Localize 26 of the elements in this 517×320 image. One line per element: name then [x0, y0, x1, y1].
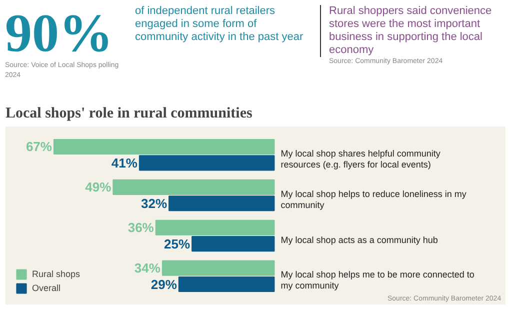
bar [112, 179, 275, 195]
bar [53, 138, 275, 155]
data-label: 67% [26, 139, 52, 154]
y-tick-label: My local shop helps me to be more connected to my community [280, 270, 474, 291]
y-tick-label: My local shop helps to reduce loneliness in my community [280, 188, 467, 210]
text: Rural shoppers said convenience stores were the most important business in supporting the local economy [320, 5, 517, 57]
data-label: 25% [164, 236, 190, 252]
bar [178, 276, 275, 292]
legend-label: Rural shops [32, 269, 80, 279]
text: 90% [5, 3, 113, 63]
data-label: 34% [134, 260, 161, 276]
bar [138, 155, 275, 171]
data-label: 41% [111, 155, 138, 170]
bar [155, 220, 275, 236]
bar [162, 260, 275, 276]
data-label: 49% [85, 180, 112, 195]
data-label: 29% [150, 276, 178, 292]
text: of independent rural retailers engaged in some form of community activity in the past year [135, 5, 304, 44]
bar [192, 236, 275, 252]
legend-label: Overall [32, 283, 61, 293]
y-tick-label: My local shop acts as a community hub [280, 234, 438, 245]
data-label: 32% [141, 196, 168, 211]
chart-title: Local shops' role in rural communities [6, 106, 252, 122]
data-label: 36% [128, 220, 154, 236]
y-tick-label: My local shop shares helpful community resources (e.g. flyers for local events) [280, 148, 441, 170]
bar [168, 196, 275, 212]
